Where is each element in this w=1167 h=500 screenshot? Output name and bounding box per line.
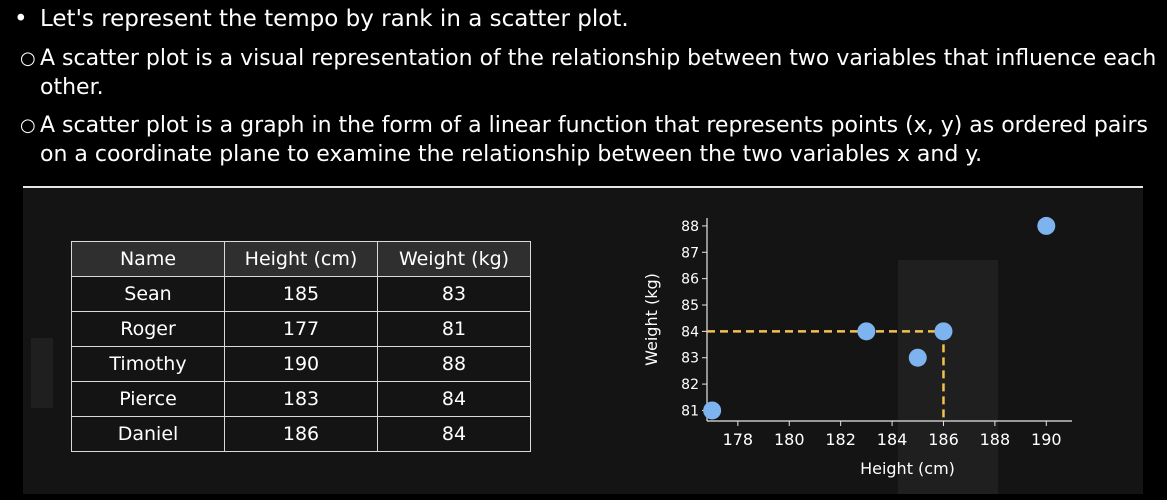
table-cell: 185 [224, 276, 378, 312]
y-axis-label: Weight (kg) [642, 273, 661, 366]
y-tick-label: 81 [681, 403, 699, 419]
x-tick-label: 178 [723, 430, 754, 449]
table-cell: Roger [71, 311, 225, 347]
x-tick-label: 182 [825, 430, 856, 449]
scatter-point [1037, 216, 1056, 235]
bullet-dot-icon: • [14, 6, 28, 32]
background-shape [31, 338, 53, 408]
bullet-main-text: Let's represent the tempo by rank in a s… [40, 6, 629, 32]
table-cell: Pierce [71, 381, 225, 417]
table-row: Roger 177 81 [71, 311, 531, 347]
table-cell: 190 [224, 346, 378, 382]
y-tick-label: 87 [681, 245, 699, 261]
background-shape [898, 260, 998, 494]
table-row: Daniel 186 84 [71, 416, 531, 452]
y-tick-label: 85 [681, 298, 699, 314]
height-weight-table: Name Height (cm) Weight (kg) Sean 185 83… [71, 241, 531, 452]
x-tick-label: 184 [877, 430, 908, 449]
table-cell: 177 [224, 311, 378, 347]
y-tick-label: 84 [681, 324, 699, 340]
y-tick-label: 86 [681, 272, 699, 288]
content-panel: Name Height (cm) Weight (kg) Sean 185 83… [23, 186, 1143, 494]
scatter-point [934, 322, 953, 341]
table-cell: 88 [377, 346, 531, 382]
scatter-point [703, 401, 722, 420]
x-tick-label: 188 [980, 430, 1011, 449]
y-tick-label: 83 [681, 351, 699, 367]
table-cell: 183 [224, 381, 378, 417]
table-cell: 84 [377, 416, 531, 452]
x-tick-label: 190 [1031, 430, 1062, 449]
table-row: Pierce 183 84 [71, 381, 531, 417]
bullet-sub-2-text: A scatter plot is a graph in the form of… [40, 113, 1148, 167]
table-row: Timothy 190 88 [71, 346, 531, 382]
bullet-circle-icon: ○ [20, 115, 36, 136]
bullet-circle-icon: ○ [20, 48, 36, 69]
x-tick-label: 180 [774, 430, 805, 449]
y-tick-label: 82 [681, 377, 699, 393]
table-header-cell: Weight (kg) [377, 241, 531, 277]
table-header-cell: Name [71, 241, 225, 277]
x-axis-label: Height (cm) [860, 459, 955, 478]
scatter-point [908, 348, 927, 367]
table-cell: Sean [71, 276, 225, 312]
table-row: Sean 185 83 [71, 276, 531, 312]
table-cell: Timothy [71, 346, 225, 382]
x-tick-label: 186 [928, 430, 959, 449]
bullet-sub-1-text: A scatter plot is a visual representatio… [40, 46, 1157, 100]
table-cell: Daniel [71, 416, 225, 452]
table-header-cell: Height (cm) [224, 241, 378, 277]
table-cell: 186 [224, 416, 378, 452]
table-cell: 84 [377, 381, 531, 417]
scatter-chart: 178 180 182 184 186 188 190 81 82 83 84 85 86 87 88 Hei… [642, 216, 1072, 478]
scatter-point [857, 322, 876, 341]
y-tick-label: 88 [681, 219, 699, 235]
table-cell: 83 [377, 276, 531, 312]
table-header-row: Name Height (cm) Weight (kg) [71, 241, 531, 277]
table-cell: 81 [377, 311, 531, 347]
